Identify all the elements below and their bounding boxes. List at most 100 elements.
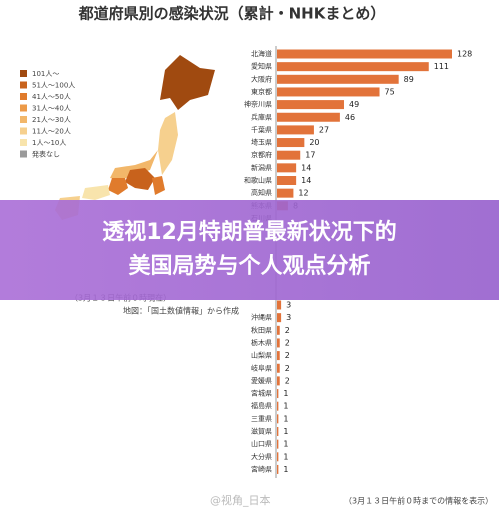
category-label: 福島県 (251, 401, 272, 410)
legend-swatch (20, 93, 27, 100)
banner-line: 透视12月特朗普最新状况下的 (102, 220, 397, 245)
value-label: 2 (285, 376, 290, 385)
bar (277, 163, 297, 173)
value-label: 1 (283, 389, 288, 398)
legend-swatch (20, 150, 27, 158)
bar (277, 325, 280, 335)
category-label: 栃木県 (251, 338, 272, 347)
category-label: 東京都 (251, 87, 272, 96)
category-label: 和歌山県 (244, 176, 272, 185)
category-label: 大阪府 (251, 74, 272, 83)
bar (277, 125, 314, 135)
value-label: 2 (285, 351, 290, 360)
bar (277, 188, 294, 198)
value-label: 1 (283, 427, 288, 436)
value-label: 17 (305, 151, 315, 160)
value-label: 49 (349, 100, 359, 109)
legend-label: 31人～40人 (32, 105, 71, 113)
bar (277, 439, 279, 449)
legend-swatch (20, 139, 27, 146)
value-label: 111 (434, 62, 449, 71)
category-label: 岐阜県 (251, 363, 272, 372)
bar (277, 150, 301, 160)
legend-label: 発表なし (32, 150, 60, 159)
legend-swatch (20, 116, 27, 123)
value-label: 20 (309, 138, 319, 147)
value-label: 2 (285, 364, 290, 373)
bar (277, 376, 280, 386)
value-label: 46 (345, 113, 355, 122)
bar (277, 452, 279, 462)
category-label: 大分県 (251, 452, 272, 461)
bar (277, 138, 305, 148)
category-label: 宮城県 (251, 389, 272, 398)
bar (277, 313, 282, 323)
value-label: 1 (283, 414, 288, 423)
legend-label: 41人～50人 (32, 93, 71, 101)
category-label: 兵庫県 (251, 112, 272, 121)
value-label: 75 (385, 87, 395, 96)
value-label: 1 (283, 440, 288, 449)
bar (277, 401, 279, 411)
watermark: @视角_日本 (210, 493, 271, 507)
category-label: 京都府 (251, 150, 272, 159)
bar (277, 74, 399, 84)
value-label: 3 (286, 313, 291, 322)
chart-title: 都道府県別の感染状況（累計・NHKまとめ） (78, 5, 386, 23)
category-label: 滋賀県 (251, 427, 272, 436)
value-label: 2 (285, 338, 290, 347)
bar (277, 300, 282, 310)
bar (277, 427, 279, 436)
value-label: 1 (283, 402, 288, 411)
category-label: 神奈川県 (244, 100, 272, 109)
japan-map (55, 55, 215, 220)
legend-label: 51人～100人 (32, 82, 75, 90)
category-label: 秋田県 (251, 325, 272, 334)
value-label: 1 (283, 465, 288, 474)
category-label: 宮崎県 (251, 464, 272, 473)
overlay-banner: 透视12月特朗普最新状况下的 美国局势与个人观点分析 (0, 200, 499, 300)
legend-swatch (20, 70, 27, 77)
legend-swatch (20, 104, 27, 112)
category-label: 新潟県 (251, 163, 272, 172)
bar (277, 389, 279, 399)
bar (277, 112, 340, 122)
bar (277, 62, 429, 72)
bar (277, 351, 280, 361)
bar (277, 338, 280, 348)
legend-label: 11人～20人 (32, 128, 71, 136)
bar (277, 414, 279, 424)
category-label: 沖縄県 (251, 313, 272, 322)
bar (277, 363, 280, 373)
category-label: 埼玉県 (251, 138, 272, 147)
bar (277, 464, 279, 474)
footer-note: （3月１３日午前０時までの情報を表示） (344, 496, 493, 506)
category-label: 北海道 (251, 49, 272, 58)
category-label: 山口県 (251, 439, 272, 448)
value-label: 1 (283, 452, 288, 461)
banner-line: 美国局势与个人观点分析 (128, 254, 371, 279)
bar (277, 49, 452, 59)
value-label: 27 (319, 125, 329, 134)
value-label: 3 (286, 301, 291, 310)
value-label: 2 (285, 326, 290, 335)
legend-label: 21人～30人 (32, 116, 71, 124)
bar (277, 87, 380, 97)
value-label: 14 (301, 163, 311, 172)
value-label: 128 (457, 50, 472, 59)
bar (277, 100, 344, 110)
value-label: 12 (298, 189, 308, 198)
category-label: 山梨県 (251, 351, 272, 360)
value-label: 14 (301, 176, 311, 185)
map-note: 地図：「国土数値情報」から作成 (123, 306, 239, 316)
legend-label: 1人～10人 (32, 139, 66, 147)
category-label: 三重県 (251, 415, 272, 423)
value-label: 89 (404, 75, 414, 84)
bar (277, 176, 297, 185)
category-label: 千葉県 (251, 125, 272, 134)
category-label: 愛媛県 (251, 376, 272, 385)
legend-label: 101人～ (32, 70, 59, 78)
legend-swatch (20, 81, 27, 89)
category-label: 愛知県 (251, 62, 272, 71)
